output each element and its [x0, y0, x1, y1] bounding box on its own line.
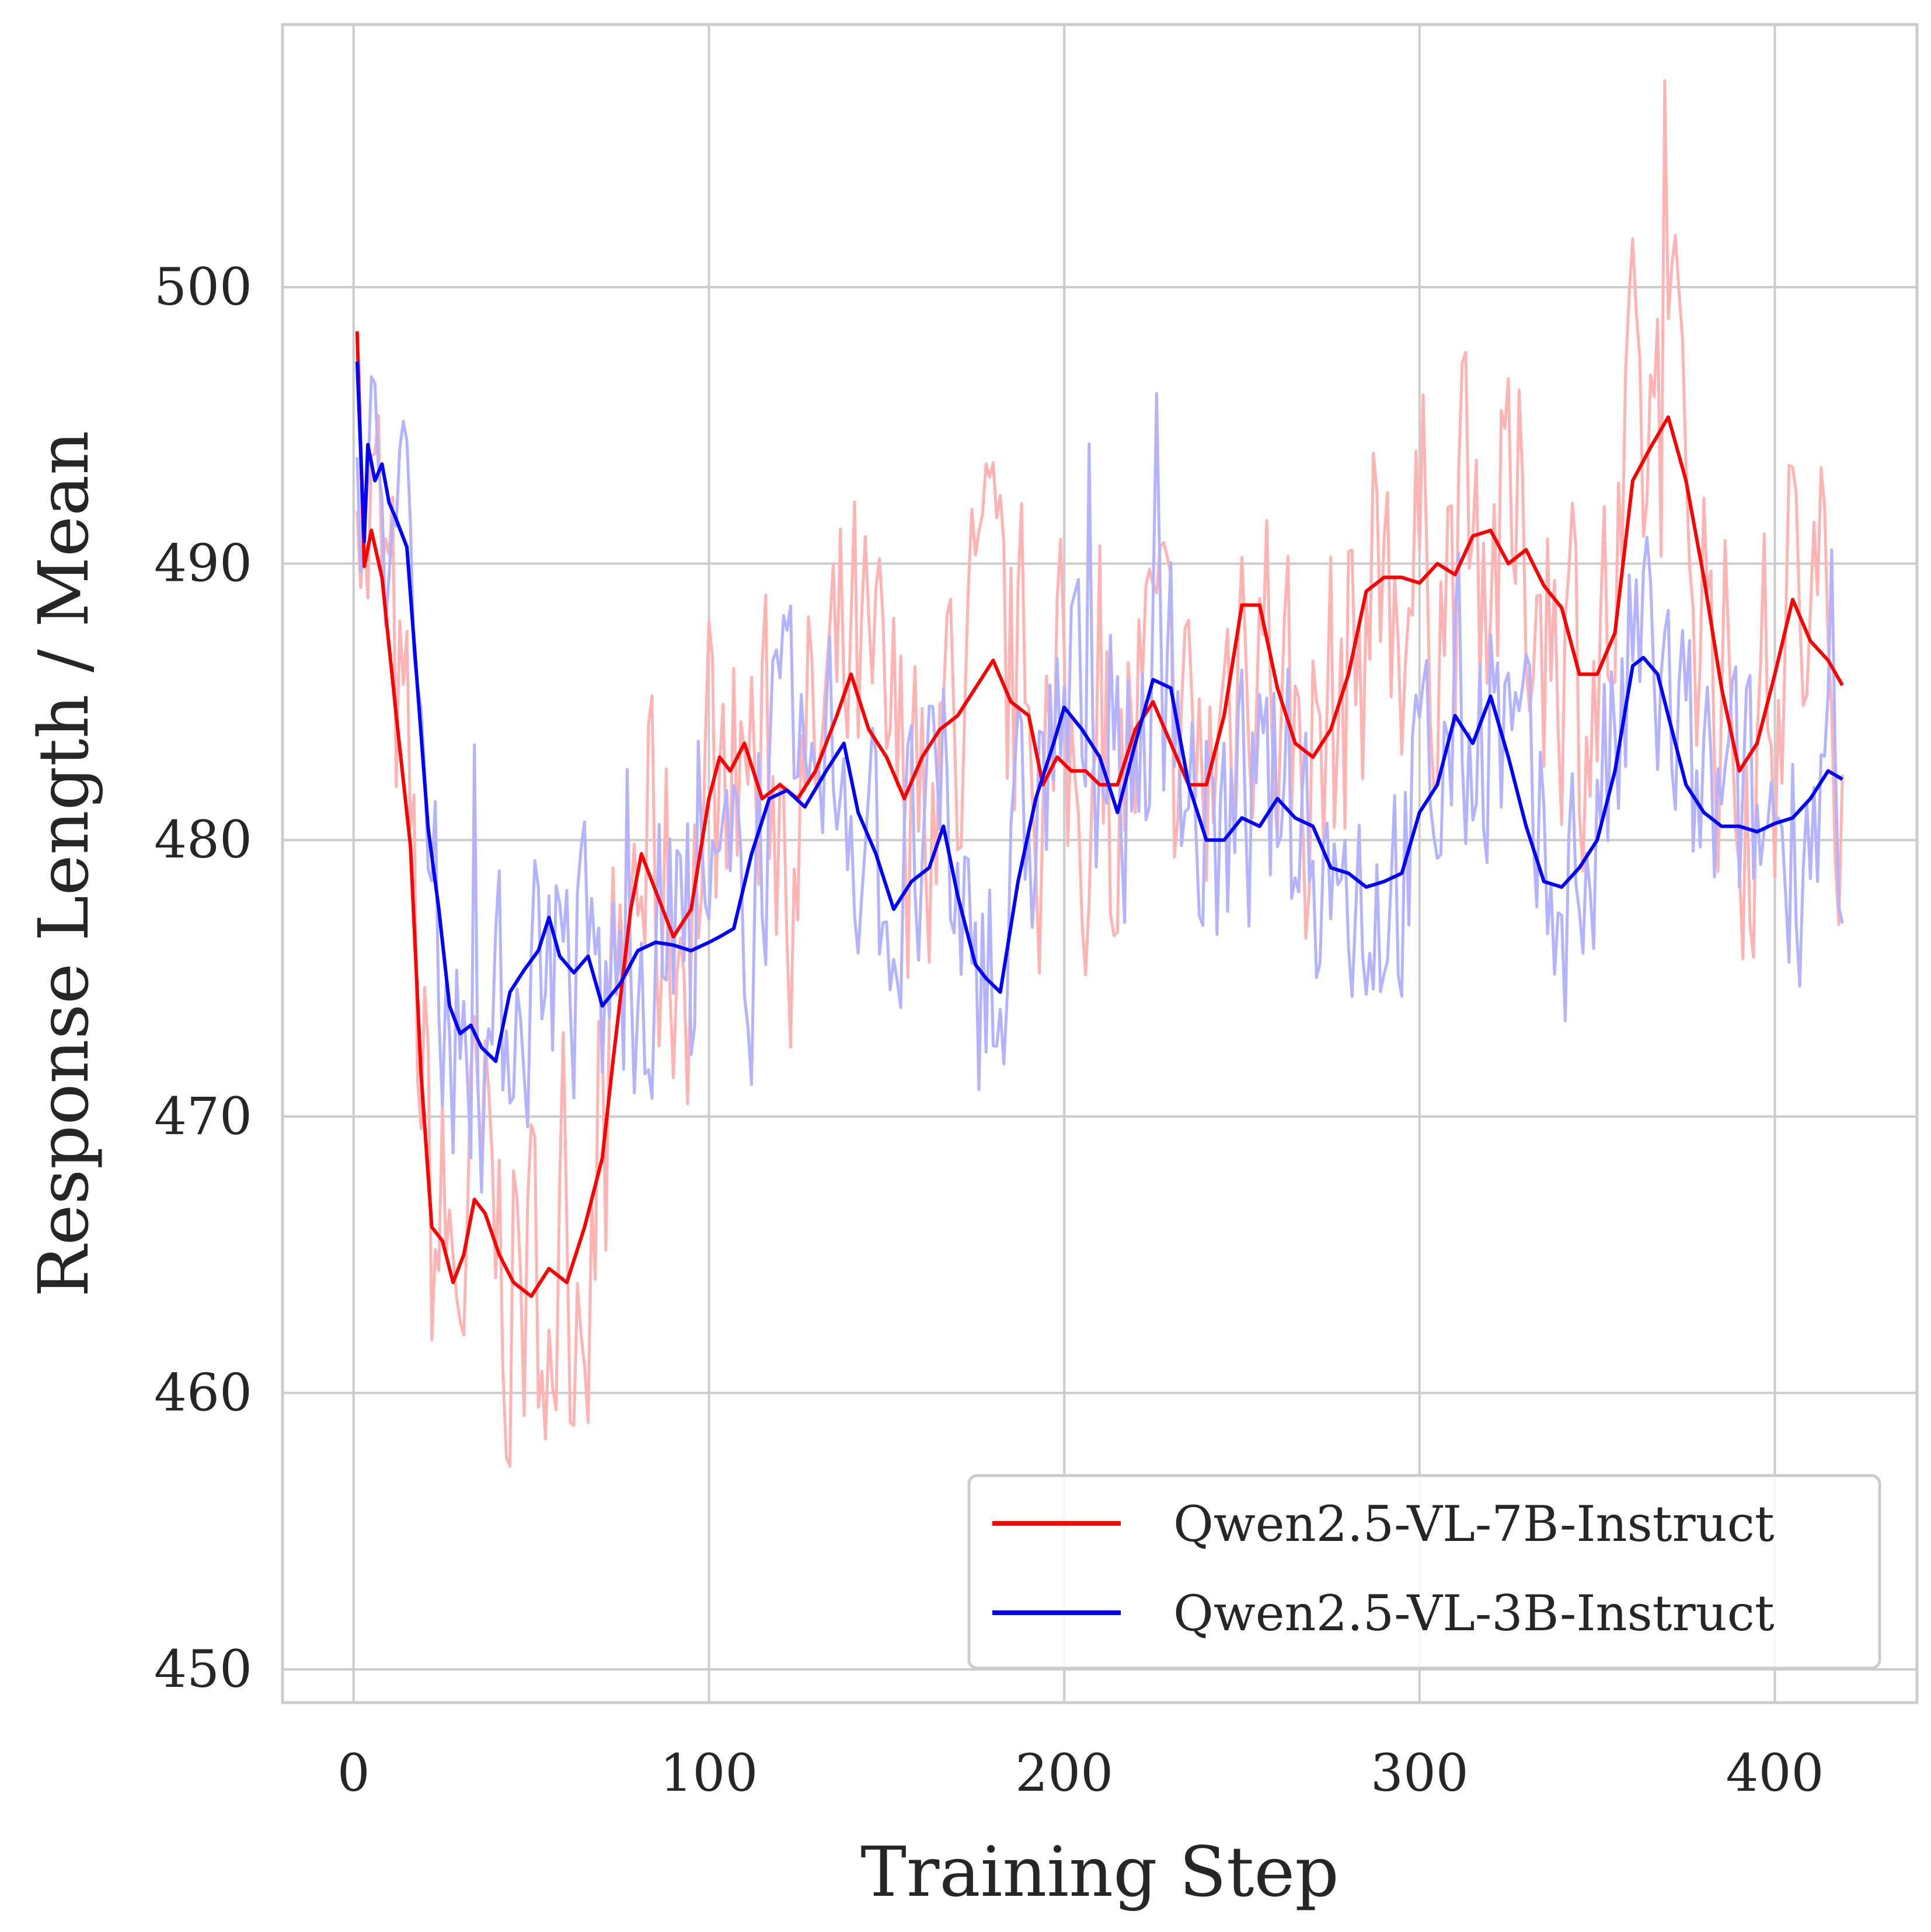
plot-area	[281, 23, 1919, 1704]
legend-label-7b: Qwen2.5-VL-7B-Instruct	[1173, 1495, 1775, 1553]
x-axis-title: Training Step	[860, 1832, 1339, 1912]
legend-label-3b: Qwen2.5-VL-3B-Instruct	[1173, 1585, 1775, 1642]
y-tick-label: 480	[154, 810, 252, 870]
raw-series-line	[355, 79, 1844, 1468]
y-tick-label: 450	[154, 1639, 252, 1699]
y-axis-title: Response Length / Mean	[23, 431, 104, 1298]
tick-labels: 0 100 200 300 400 450 460 470 480 490 500	[154, 257, 1824, 1803]
smoothed-series-layer	[355, 331, 1844, 1298]
x-tick-label: 0	[337, 1743, 370, 1803]
legend-box	[967, 1474, 1881, 1670]
x-tick-label: 100	[660, 1743, 758, 1803]
series-line-3b	[355, 361, 1843, 1063]
x-tick-label: 400	[1726, 1743, 1824, 1803]
y-tick-label: 500	[154, 257, 252, 317]
legend: Qwen2.5-VL-7B-Instruct Qwen2.5-VL-3B-Ins…	[967, 1474, 1881, 1670]
y-tick-label: 460	[154, 1363, 252, 1423]
x-tick-label: 300	[1371, 1743, 1469, 1803]
series-line-7b	[355, 331, 1844, 1298]
x-tick-label: 200	[1015, 1743, 1113, 1803]
y-tick-label: 490	[154, 533, 252, 594]
y-tick-label: 470	[154, 1086, 252, 1146]
